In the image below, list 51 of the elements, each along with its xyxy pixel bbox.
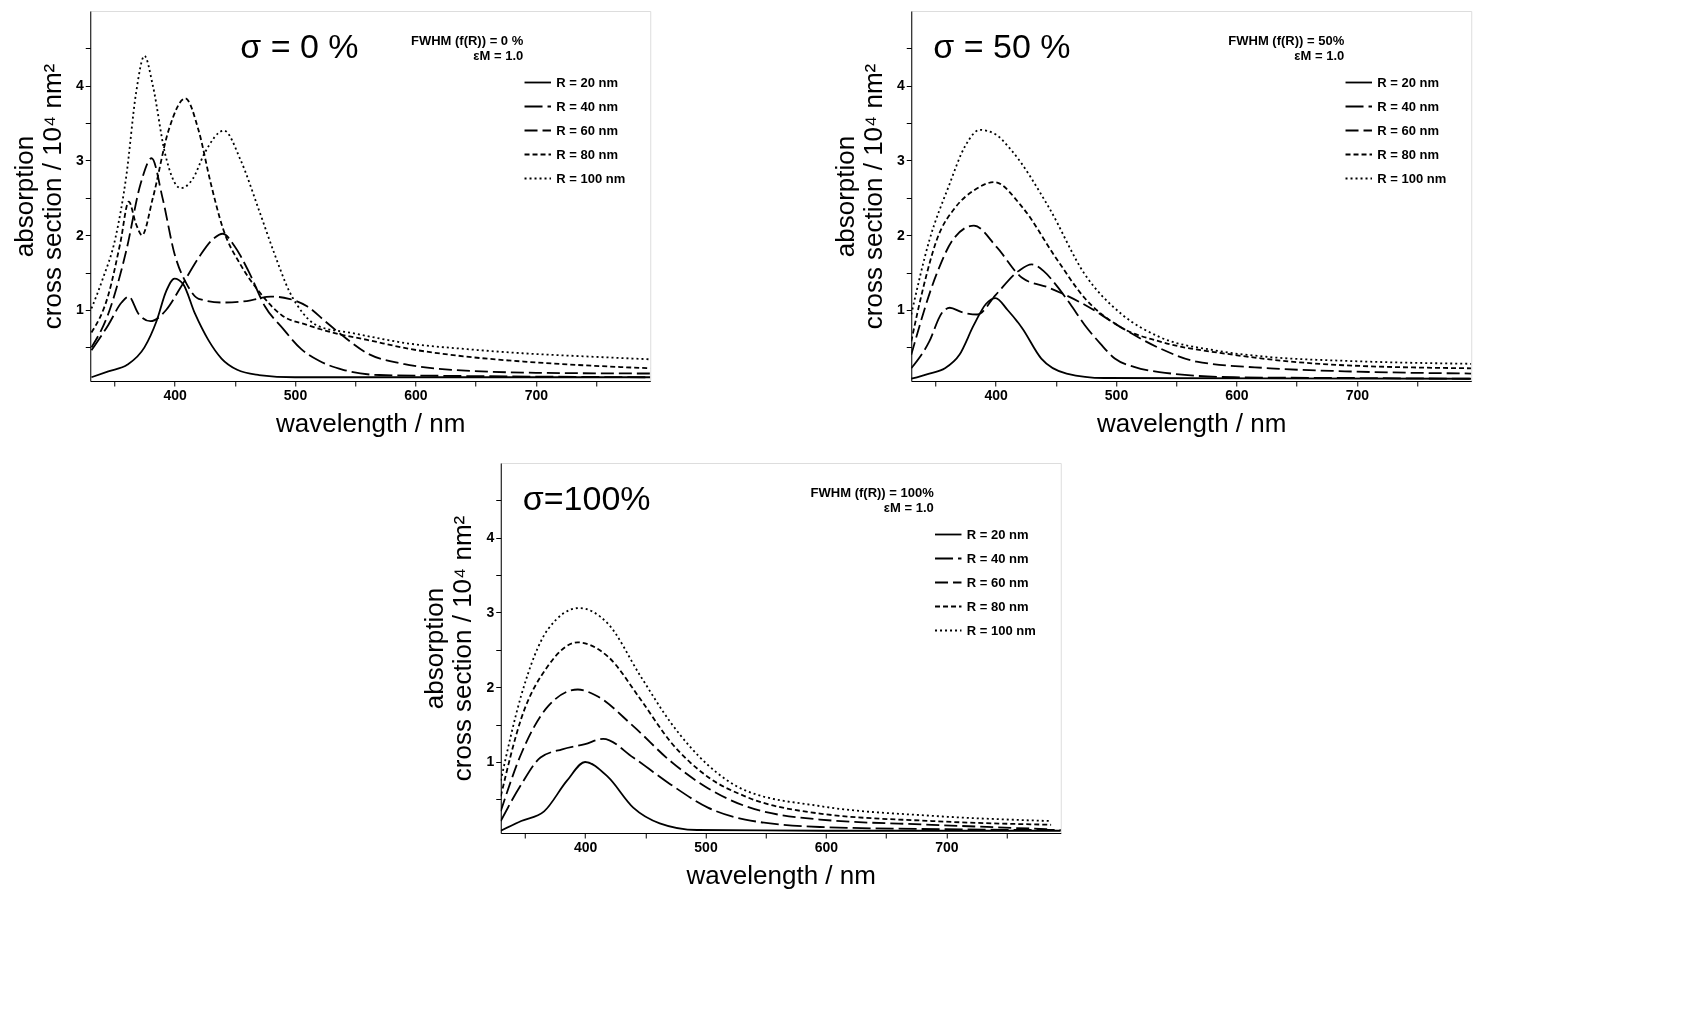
legend-label: R = 20 nm [966, 526, 1029, 542]
legend-label: R = 80 nm [966, 598, 1029, 614]
legend-label: R = 100 nm [1377, 170, 1447, 186]
x-tick-label: 600 [404, 386, 428, 403]
x-tick-label: 700 [524, 386, 549, 403]
x-tick-label: 400 [984, 386, 1008, 403]
x-axis-title: wavelength / nm [1096, 407, 1287, 438]
legend-title: FWHM (f(R)) = 100% εM = 1.0 [810, 485, 935, 515]
x-tick-label: 600 [1225, 386, 1249, 403]
legend-label: R = 80 nm [556, 146, 619, 162]
y-tick-label: 2 [896, 226, 905, 243]
x-axis-title: wavelength / nm [275, 407, 466, 438]
legend-label: R = 60 nm [966, 574, 1029, 590]
legend-label: R = 40 nm [966, 550, 1029, 566]
legend-label: R = 60 nm [556, 122, 619, 138]
y-tick-label: 4 [75, 77, 84, 94]
y-tick-label: 1 [75, 301, 84, 318]
legend-label: R = 40 nm [556, 98, 619, 114]
y-tick-label: 2 [486, 678, 495, 695]
y-tick-label: 1 [486, 753, 495, 770]
x-tick-label: 700 [935, 838, 959, 855]
legend-label: R = 80 nm [1377, 146, 1440, 162]
legend-label: R = 60 nm [1377, 122, 1440, 138]
annotation: σ=100% [522, 479, 651, 517]
legend-title: FWHM (f(R)) = 50% εM = 1.0 [1228, 33, 1345, 63]
x-tick-label: 700 [1345, 386, 1370, 403]
legend-label: R = 40 nm [1377, 98, 1440, 114]
x-axis-title: wavelength / nm [685, 859, 876, 890]
y-tick-label: 1 [896, 301, 905, 318]
x-tick-label: 500 [1104, 386, 1129, 403]
y-tick-label: 4 [896, 77, 905, 94]
legend-label: R = 20 nm [556, 74, 619, 90]
legend-label: R = 20 nm [1377, 74, 1440, 90]
y-tick-label: 3 [486, 603, 495, 620]
y-tick-label: 3 [896, 151, 905, 168]
legend-label: R = 100 nm [966, 622, 1036, 638]
x-tick-label: 400 [163, 386, 187, 403]
legend-label: R = 100 nm [556, 170, 626, 186]
y-axis-title: absorption cross section / 10⁴ nm² [8, 63, 67, 330]
y-tick-label: 3 [75, 151, 84, 168]
x-tick-label: 600 [814, 838, 839, 855]
y-axis-title: absorption cross section / 10⁴ nm² [419, 515, 478, 782]
x-tick-label: 400 [573, 838, 598, 855]
x-tick-label: 500 [283, 386, 308, 403]
x-tick-label: 500 [694, 838, 718, 855]
y-axis-title: absorption cross section / 10⁴ nm² [829, 63, 888, 330]
annotation: σ = 50 % [933, 27, 1071, 65]
y-tick-label: 4 [486, 529, 495, 546]
annotation: σ = 0 % [240, 27, 359, 65]
y-tick-label: 2 [75, 226, 84, 243]
legend-title: FWHM (f(R)) = 0 % εM = 1.0 [410, 33, 524, 63]
